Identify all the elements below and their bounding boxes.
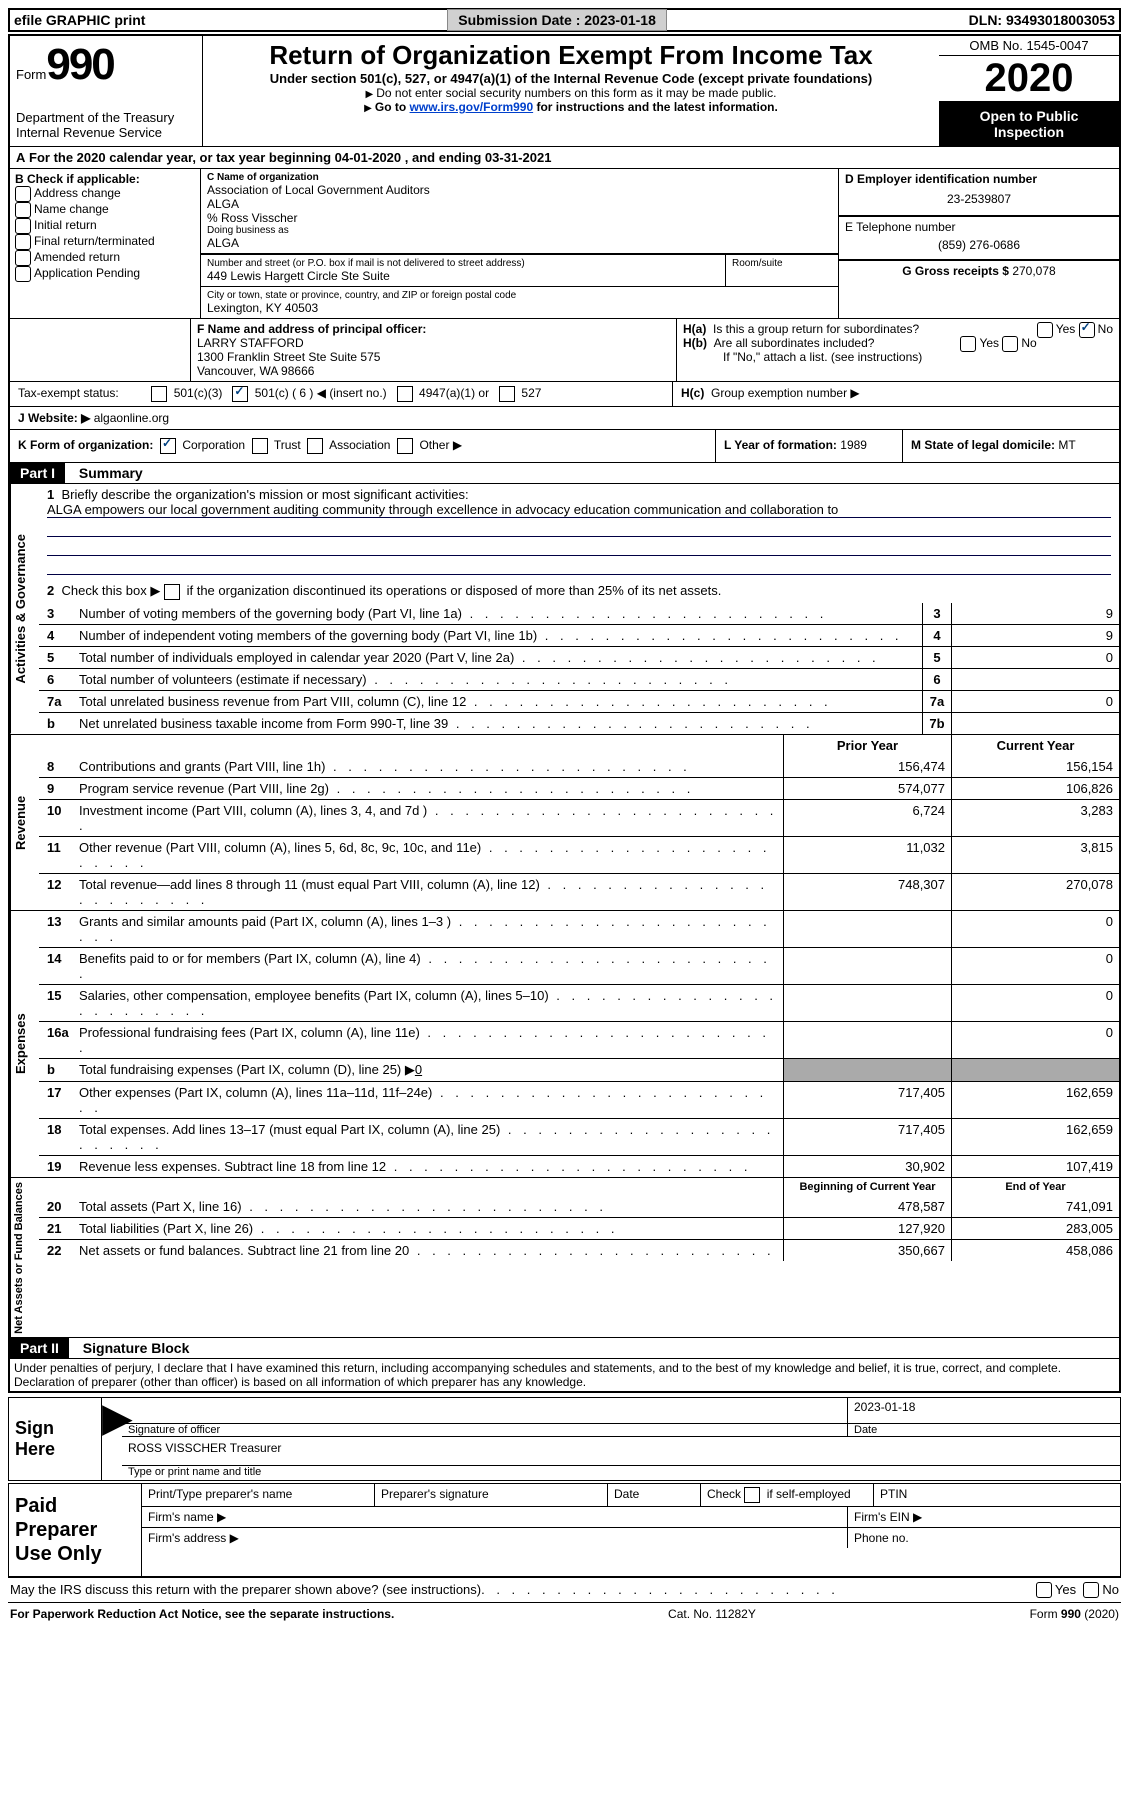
year-formation: 1989 xyxy=(840,438,867,452)
city-state-zip: Lexington, KY 40503 xyxy=(207,301,832,315)
chk-final[interactable]: Final return/terminated xyxy=(34,234,155,248)
org-name: Association of Local Government Auditors xyxy=(207,183,832,197)
year-block: OMB No. 1545-0047 2020 Open to Public In… xyxy=(939,36,1119,146)
form-of-org: K Form of organization: xyxy=(18,438,153,452)
vlabel-netassets: Net Assets or Fund Balances xyxy=(10,1178,39,1338)
col-deg: D Employer identification number 23-2539… xyxy=(838,169,1119,318)
col-c: C Name of organization Association of Lo… xyxy=(201,169,838,318)
chk-4947[interactable] xyxy=(397,386,413,402)
website-value: algaonline.org xyxy=(94,411,169,425)
hb-no[interactable] xyxy=(1002,336,1018,352)
form-title-block: Return of Organization Exempt From Incom… xyxy=(203,36,939,146)
paid-preparer: Paid Preparer Use Only Print/Type prepar… xyxy=(8,1483,1121,1577)
discuss-no[interactable] xyxy=(1083,1582,1099,1598)
form-subtitle: Under section 501(c), 527, or 4947(a)(1)… xyxy=(209,71,933,86)
chk-address[interactable]: Address change xyxy=(34,186,121,200)
sec-revenue: Revenue Prior Year Current Year 8Contrib… xyxy=(10,734,1119,910)
instructions-link[interactable]: www.irs.gov/Form990 xyxy=(410,100,534,114)
sec-netassets: Net Assets or Fund Balances Beginning of… xyxy=(10,1177,1119,1338)
gross-label: G Gross receipts $ xyxy=(902,264,1009,278)
hdr-end: End of Year xyxy=(951,1178,1119,1196)
part2-header: Part II Signature Block xyxy=(10,1337,1119,1359)
chk-assoc[interactable] xyxy=(307,438,323,454)
dln: DLN: 93493018003053 xyxy=(969,12,1115,28)
omb-number: OMB No. 1545-0047 xyxy=(939,36,1119,56)
col-b: B Check if applicable: Address change Na… xyxy=(10,169,201,318)
officer-sig-name: ROSS VISSCHER Treasurer xyxy=(122,1436,1120,1465)
chk-501c3[interactable] xyxy=(151,386,167,402)
officer-name: LARRY STAFFORD xyxy=(197,336,670,350)
chk-self-employed[interactable] xyxy=(744,1487,760,1503)
row-a: A For the 2020 calendar year, or tax yea… xyxy=(10,147,1119,169)
chk-name[interactable]: Name change xyxy=(34,202,109,216)
tax-exempt-label: Tax-exempt status: xyxy=(18,386,148,400)
col-h: H(a) Is this a group return for subordin… xyxy=(677,319,1119,381)
col-f: F Name and address of principal officer:… xyxy=(191,319,677,381)
dept-treasury: Department of the Treasury xyxy=(16,110,196,125)
form-title: Return of Organization Exempt From Incom… xyxy=(209,40,933,71)
row-ij: Tax-exempt status: 501(c)(3) 501(c) ( 6 … xyxy=(10,381,1119,407)
row-j-website: J Website: ▶ algaonline.org xyxy=(10,407,1119,430)
cat-no: Cat. No. 11282Y xyxy=(668,1607,756,1621)
chk-other[interactable] xyxy=(397,438,413,454)
vlabel-governance: Activities & Governance xyxy=(10,484,39,734)
sign-here: Sign Here ▶ 2023-01-18 Signature of offi… xyxy=(8,1397,1121,1481)
form-id: Form990 Department of the Treasury Inter… xyxy=(10,36,203,146)
vlabel-expenses: Expenses xyxy=(10,911,39,1177)
efile-label: efile GRAPHIC print xyxy=(14,12,145,28)
row-fh: F Name and address of principal officer:… xyxy=(10,318,1119,381)
submission-date: Submission Date : 2023-01-18 xyxy=(447,12,667,28)
ha-yes[interactable] xyxy=(1037,322,1053,338)
info-grid: B Check if applicable: Address change Na… xyxy=(10,169,1119,318)
chk-initial[interactable]: Initial return xyxy=(34,218,97,232)
arrow-icon: ▶ xyxy=(102,1398,122,1480)
firm-name: Firm's name ▶ xyxy=(142,1507,848,1527)
gross-value: 270,078 xyxy=(1012,264,1055,278)
street-address: 449 Lewis Hargett Circle Ste Suite xyxy=(207,269,719,283)
ha-no[interactable] xyxy=(1079,322,1095,338)
state-domicile: MT xyxy=(1058,438,1075,452)
public-inspection: Open to Public Inspection xyxy=(939,102,1119,146)
tax-year: 2020 xyxy=(939,56,1119,102)
hdr-beginning: Beginning of Current Year xyxy=(783,1178,951,1196)
chk-corp[interactable] xyxy=(160,438,176,454)
firm-phone: Phone no. xyxy=(848,1528,1120,1548)
chk-discontinued[interactable] xyxy=(164,584,180,600)
ein-label: D Employer identification number xyxy=(845,172,1037,186)
note-ssn: Do not enter social security numbers on … xyxy=(376,86,776,100)
firm-address: Firm's address ▶ xyxy=(142,1528,848,1548)
footer: For Paperwork Reduction Act Notice, see … xyxy=(8,1602,1121,1625)
discuss-yes[interactable] xyxy=(1036,1582,1052,1598)
form-container: Form990 Department of the Treasury Inter… xyxy=(8,34,1121,1393)
sec-governance: Activities & Governance 1 Briefly descri… xyxy=(10,484,1119,734)
top-row: Form990 Department of the Treasury Inter… xyxy=(10,36,1119,147)
perjury-text: Under penalties of perjury, I declare th… xyxy=(10,1359,1119,1391)
part1-header: Part I Summary xyxy=(10,462,1119,484)
chk-amended[interactable]: Amended return xyxy=(34,250,120,264)
mission-text: ALGA empowers our local government audit… xyxy=(47,502,1111,518)
sec-expenses: Expenses 13Grants and similar amounts pa… xyxy=(10,910,1119,1177)
firm-ein: Firm's EIN ▶ xyxy=(848,1507,1120,1527)
discuss-row: May the IRS discuss this return with the… xyxy=(8,1577,1121,1602)
chk-501c[interactable] xyxy=(232,386,248,402)
phone-value: (859) 276-0686 xyxy=(845,234,1113,256)
room-suite: Room/suite xyxy=(725,255,838,286)
ein-value: 23-2539807 xyxy=(845,186,1113,212)
sign-date: 2023-01-18 xyxy=(848,1398,1120,1424)
chk-trust[interactable] xyxy=(252,438,268,454)
chk-527[interactable] xyxy=(499,386,515,402)
chk-pending[interactable]: Application Pending xyxy=(34,266,140,280)
form-ref: Form 990 (2020) xyxy=(1030,1607,1119,1621)
dba-name: ALGA xyxy=(207,236,832,250)
phone-label: E Telephone number xyxy=(845,220,1113,234)
vlabel-revenue: Revenue xyxy=(10,735,39,910)
submission-btn[interactable]: Submission Date : 2023-01-18 xyxy=(447,9,667,31)
hdr-current-year: Current Year xyxy=(951,735,1119,756)
hb-yes[interactable] xyxy=(960,336,976,352)
header-bar: efile GRAPHIC print Submission Date : 20… xyxy=(8,8,1121,32)
hdr-prior-year: Prior Year xyxy=(783,735,951,756)
row-klm: K Form of organization: Corporation Trus… xyxy=(10,430,1119,462)
group-exemption: Group exemption number ▶ xyxy=(711,386,860,400)
irs-label: Internal Revenue Service xyxy=(16,125,196,140)
